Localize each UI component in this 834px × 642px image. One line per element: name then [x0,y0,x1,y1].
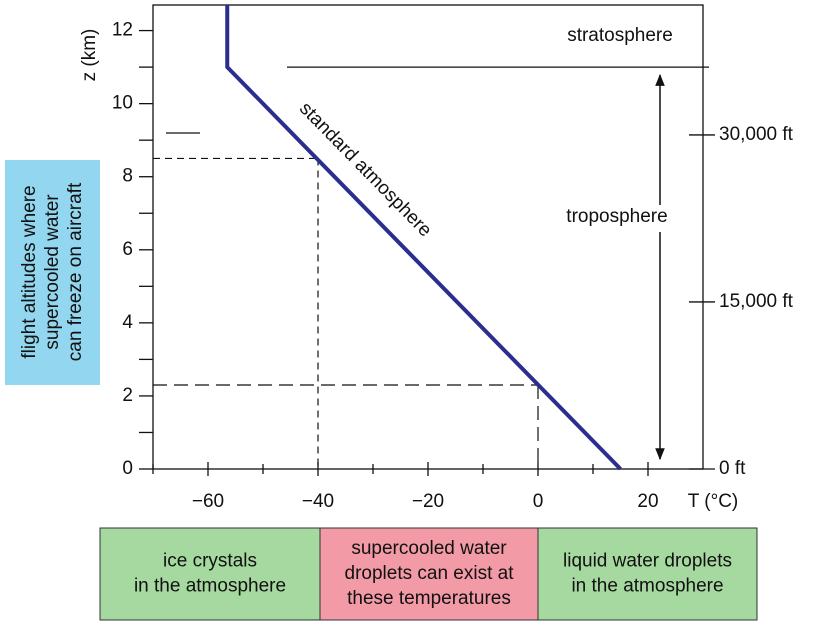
y-tick-label: 12 [112,20,133,41]
series-label: standard atmosphere [295,98,436,241]
layer-label: troposphere [566,206,667,227]
x-tick-label: 20 [637,491,658,512]
y-axis-label: z (km) [79,29,100,82]
side-note-box [5,160,100,385]
region-text: in the atmosphere [134,576,286,597]
x-axis-label: T (°C) [688,491,739,512]
y-tick-label: 6 [122,239,133,260]
region-box [99,527,321,621]
x-tick-label: −40 [302,491,334,512]
region-text: in the atmosphere [571,576,723,597]
x-tick-label: −20 [412,491,444,512]
y-tick-label: 4 [122,312,133,333]
data-line [225,5,622,471]
region-box [537,527,758,621]
y-tick-label: 10 [112,93,133,114]
region-text: supercooled water [351,538,507,559]
y2-tick-label: 30,000 ft [719,124,794,145]
y2-tick-label: 0 ft [719,458,746,479]
y-tick-label: 0 [122,458,133,479]
layer-label: stratosphere [567,25,673,46]
x-tick-label: −60 [192,491,224,512]
y-tick-label: 2 [122,385,133,406]
region-text: liquid water droplets [563,551,732,572]
region-text: ice crystals [163,551,257,572]
region-box [319,527,539,621]
x-tick-label: 0 [533,491,544,512]
region-text: droplets can exist at [345,563,515,584]
side-note-text: supercooled water [42,194,63,350]
y2-tick-label: 15,000 ft [719,291,794,312]
side-note-text: flight altitudes where [19,185,40,358]
region-text: these temperatures [347,588,511,609]
side-note-text: can freeze on aircraft [65,182,86,361]
y-tick-label: 8 [122,166,133,187]
